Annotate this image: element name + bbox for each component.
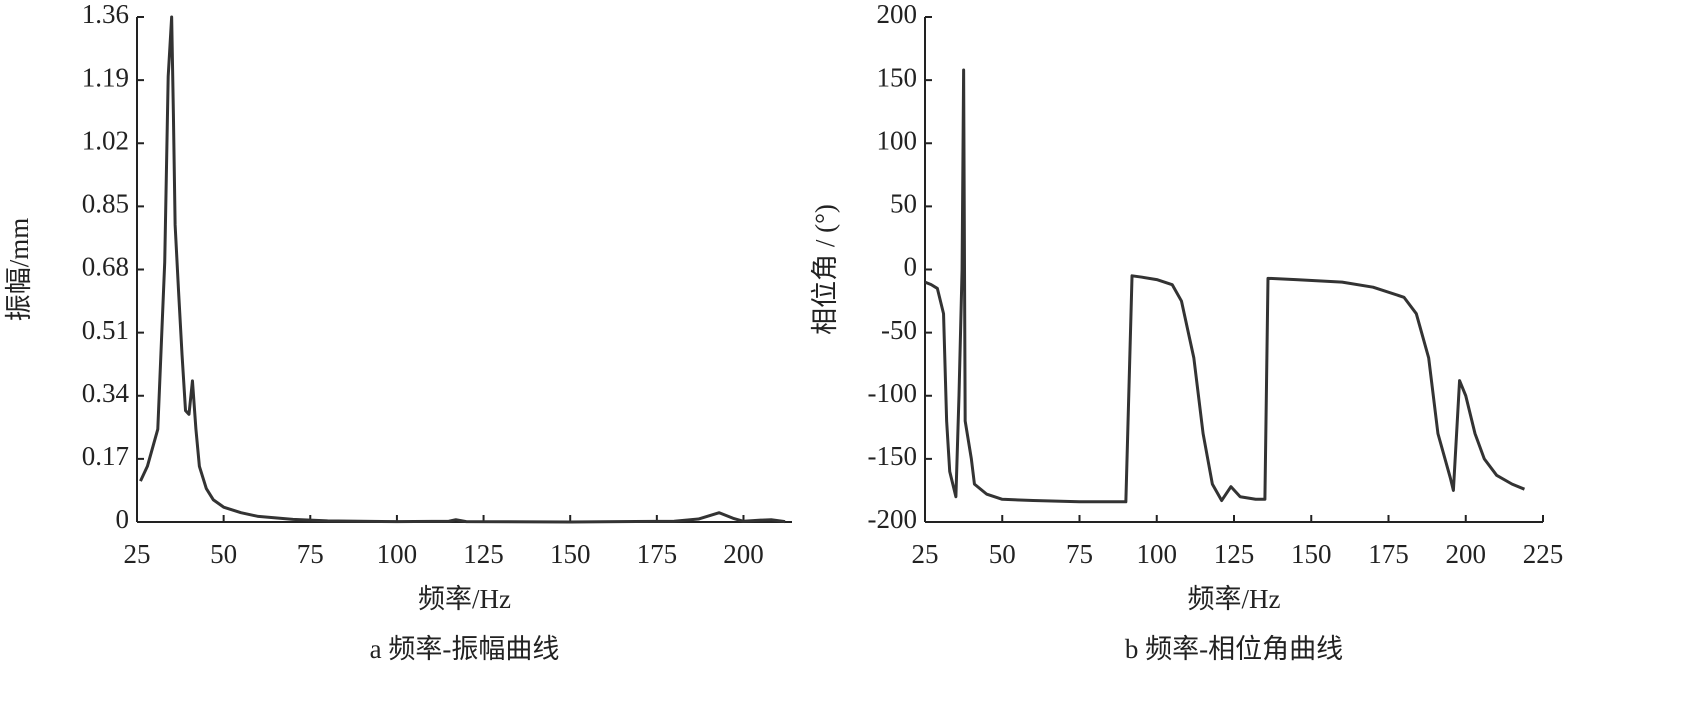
y-tick-label: 100 (877, 125, 918, 155)
y-tick-label: 1.02 (82, 125, 129, 155)
y-tick-label: 1.19 (82, 62, 129, 92)
x-axis-label: 频率/Hz (1188, 584, 1281, 614)
y-axis-label: 振幅/mm (4, 218, 34, 322)
x-tick-label: 25 (124, 539, 151, 569)
x-tick-label: 75 (1066, 539, 1093, 569)
y-axis-label: 相位角 / (°) (810, 204, 840, 335)
caption: b 频率-相位角曲线 (1125, 634, 1343, 664)
x-tick-label: 125 (1214, 539, 1255, 569)
y-tick-label: 1.36 (82, 0, 129, 29)
y-tick-label: 0.34 (82, 378, 130, 408)
y-tick-label: 0.85 (82, 189, 129, 219)
y-tick-label: 0 (116, 504, 130, 534)
y-tick-label: 0 (904, 252, 918, 282)
x-tick-label: 25 (912, 539, 939, 569)
y-tick-label: 200 (877, 0, 918, 29)
x-tick-label: 100 (1137, 539, 1178, 569)
y-tick-label: 150 (877, 62, 918, 92)
y-tick-label: -200 (868, 504, 918, 534)
x-tick-label: 225 (1523, 539, 1564, 569)
caption: a 频率-振幅曲线 (370, 634, 560, 664)
x-tick-label: 175 (1368, 539, 1409, 569)
y-tick-label: 0.51 (82, 315, 129, 345)
y-tick-label: -100 (868, 378, 918, 408)
x-tick-label: 200 (723, 539, 764, 569)
y-tick-label: -150 (868, 441, 918, 471)
y-tick-label: 0.68 (82, 252, 129, 282)
x-tick-label: 100 (377, 539, 418, 569)
x-tick-label: 125 (463, 539, 504, 569)
y-tick-label: 0.17 (82, 441, 129, 471)
x-axis-label: 频率/Hz (418, 584, 511, 614)
x-tick-label: 175 (637, 539, 678, 569)
data-line (139, 15, 786, 524)
data-line (924, 68, 1526, 504)
x-tick-label: 150 (550, 539, 591, 569)
x-tick-label: 150 (1291, 539, 1332, 569)
x-tick-label: 50 (989, 539, 1016, 569)
x-tick-label: 200 (1446, 539, 1487, 569)
x-tick-label: 75 (297, 539, 324, 569)
x-tick-label: 50 (210, 539, 237, 569)
y-tick-label: -50 (881, 315, 917, 345)
y-tick-label: 50 (890, 189, 917, 219)
